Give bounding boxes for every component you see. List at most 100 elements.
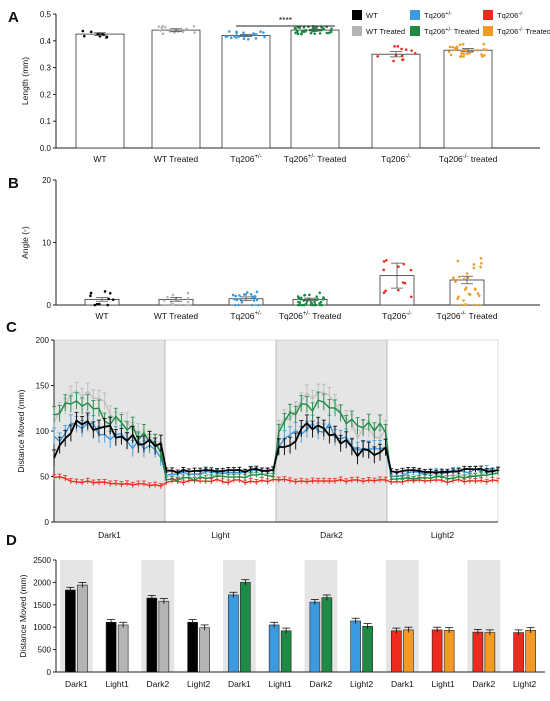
bar-D-het_treated: [321, 597, 333, 673]
dot-A-hom: [404, 48, 408, 51]
dot-A-het: [235, 36, 238, 39]
dot-B-het: [238, 294, 241, 297]
label-text: WT Treated: [154, 311, 199, 321]
phase-label-D-2: Dark2: [147, 679, 170, 689]
label-text: Tq206: [382, 311, 406, 321]
bar-D-het: [350, 620, 361, 673]
dot-A-het_treated: [330, 27, 333, 30]
x-label-A-3: Tq206+/- Treated: [284, 154, 347, 164]
dot-B-wt_treated: [179, 303, 182, 307]
bar-D-hom: [472, 631, 484, 673]
dot-A-het: [237, 35, 241, 38]
dot-A-wt_treated: [160, 26, 164, 30]
dot-A-hom: [410, 49, 413, 52]
dot-A-hom_treated: [459, 55, 463, 58]
dot-B-hom: [396, 288, 400, 292]
dot-A-het: [242, 31, 245, 35]
label-text: WT: [93, 154, 106, 164]
label-sup: -/-: [463, 154, 469, 160]
panel-D-y-title: Distance Moved (mm): [18, 574, 28, 657]
dot-B-het_treated: [303, 293, 307, 297]
label-text: Tq206: [279, 311, 303, 321]
legend-suffix: Treated: [523, 27, 550, 36]
dot-B-het: [251, 295, 254, 298]
label-sup: +/-: [254, 154, 261, 160]
bar-D-het: [268, 624, 280, 673]
panel-D-y-tick-label: 0: [47, 668, 52, 677]
panel-A-y-tick-label: 0.3: [40, 64, 52, 73]
dot-A-wt: [105, 35, 109, 39]
dot-B-hom_treated: [466, 276, 470, 279]
legend-text: Tq206: [497, 11, 518, 20]
dot-B-hom: [397, 265, 400, 268]
dot-B-hom_treated: [468, 293, 472, 296]
panel-C-y-title: Distance Moved (mm): [16, 389, 26, 472]
panel-A-y-tick-label: 0.4: [40, 37, 52, 46]
dot-A-het_treated: [294, 27, 298, 31]
dot-B-wt: [106, 303, 110, 307]
dot-B-het_treated: [314, 303, 317, 307]
phase-shade-D: [304, 560, 338, 672]
dot-A-hom_treated: [449, 53, 453, 56]
bar-D-hom_treated: [443, 630, 455, 673]
dot-B-het_treated: [318, 291, 322, 295]
dot-B-wt_treated: [169, 301, 173, 304]
x-label-B-5: Tq206-/- Treated: [437, 311, 498, 321]
dot-A-het: [233, 34, 236, 38]
dot-A-hom: [396, 45, 400, 48]
x-label-A-2: Tq206+/-: [230, 154, 261, 164]
phase-label-D-5: Light1: [269, 679, 292, 689]
panel-letter-D: D: [6, 532, 17, 549]
dot-B-het_treated: [316, 298, 320, 301]
dot-B-wt: [107, 297, 110, 301]
bar-A-wt: [75, 33, 125, 149]
panel-C-y-tick-label: 0: [45, 518, 50, 527]
dot-A-hom_treated: [462, 55, 465, 58]
panel-letter-A: A: [8, 9, 19, 26]
dot-A-hom: [400, 47, 403, 51]
phase-label-D-8: Dark1: [391, 679, 414, 689]
phase-label-D-9: Light1: [432, 679, 455, 689]
dot-A-wt_treated: [192, 25, 196, 28]
legend-sup: -/-: [518, 11, 523, 17]
panel-C-y-tick-label: 150: [36, 382, 50, 391]
legend-swatch-wt: [352, 10, 362, 20]
dot-B-het: [249, 292, 253, 296]
dot-A-hom_treated: [462, 52, 466, 56]
phase-shade-D: [386, 560, 419, 672]
dot-B-wt: [111, 298, 115, 301]
dot-B-hom_treated: [458, 303, 462, 307]
dot-B-wt_treated: [166, 295, 169, 299]
dot-B-hom_treated: [452, 277, 455, 281]
dot-A-het: [224, 35, 228, 38]
dot-B-hom: [382, 291, 386, 294]
dot-A-het_treated: [313, 32, 317, 35]
dot-A-het_treated: [300, 32, 303, 36]
panel-A-y-tick-label: 0.5: [40, 10, 52, 19]
dot-A-hom_treated: [448, 45, 452, 49]
dot-B-hom_treated: [479, 265, 482, 269]
bar-D-het_treated: [240, 582, 251, 673]
bar-D-hom_treated: [484, 632, 496, 673]
bar-D-het: [309, 601, 321, 673]
dot-A-hom: [393, 45, 396, 48]
panel-B-y-tick-label: 20: [42, 176, 51, 185]
dot-A-hom_treated: [462, 48, 466, 52]
dot-B-het_treated: [296, 303, 300, 307]
phase-label-D-11: Light2: [513, 679, 536, 689]
panel-letter-B: B: [8, 175, 19, 192]
panel-B-y-title: Angle (◦): [20, 226, 30, 259]
dot-B-hom_treated: [479, 256, 483, 260]
dot-A-het_treated: [318, 32, 322, 35]
dot-B-wt_treated: [171, 302, 175, 306]
phase-label-Dark1: Dark1: [98, 530, 121, 540]
phase-label-D-6: Dark2: [310, 679, 333, 689]
dot-A-hom_treated: [485, 48, 489, 52]
dot-A-wt_treated: [181, 30, 185, 34]
dot-B-het: [239, 297, 242, 301]
dot-A-hom_treated: [458, 43, 462, 47]
bar-D-hom: [391, 630, 402, 673]
phase-shade-D: [60, 560, 93, 672]
dot-B-het_treated: [309, 303, 313, 307]
